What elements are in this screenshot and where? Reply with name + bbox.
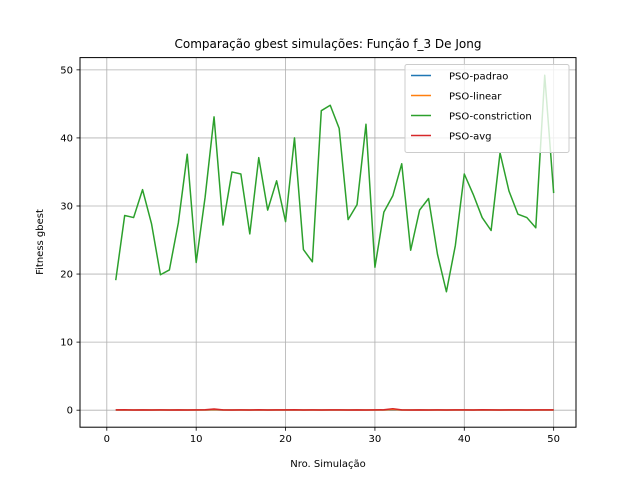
x-axis-label: Nro. Simulação [290,459,366,470]
legend-label-pso-linear: PSO-linear [449,92,502,103]
x-tick-label: 30 [369,434,382,445]
y-tick-label: 20 [60,270,73,281]
y-tick-label: 50 [60,65,73,76]
x-tick-label: 40 [458,434,471,445]
y-tick-label: 40 [60,133,73,144]
x-tick-label: 10 [190,434,203,445]
y-tick-label: 30 [60,201,73,212]
legend-label-pso-avg: PSO-avg [449,132,492,143]
chart-title: Comparação gbest simulações: Função f_3 … [175,37,482,51]
y-tick-label: 10 [60,338,73,349]
y-tick-label: 0 [67,406,73,417]
x-tick-label: 50 [547,434,560,445]
legend-label-pso-constriction: PSO-constriction [449,112,532,123]
x-tick-label: 0 [104,434,110,445]
x-tick-label: 20 [279,434,292,445]
legend-label-pso-padrao: PSO-padrao [449,72,508,83]
y-axis-label: Fitness gbest [35,209,46,275]
legend: PSO-padrao PSO-linear PSO-constriction PSO-… [405,65,569,153]
